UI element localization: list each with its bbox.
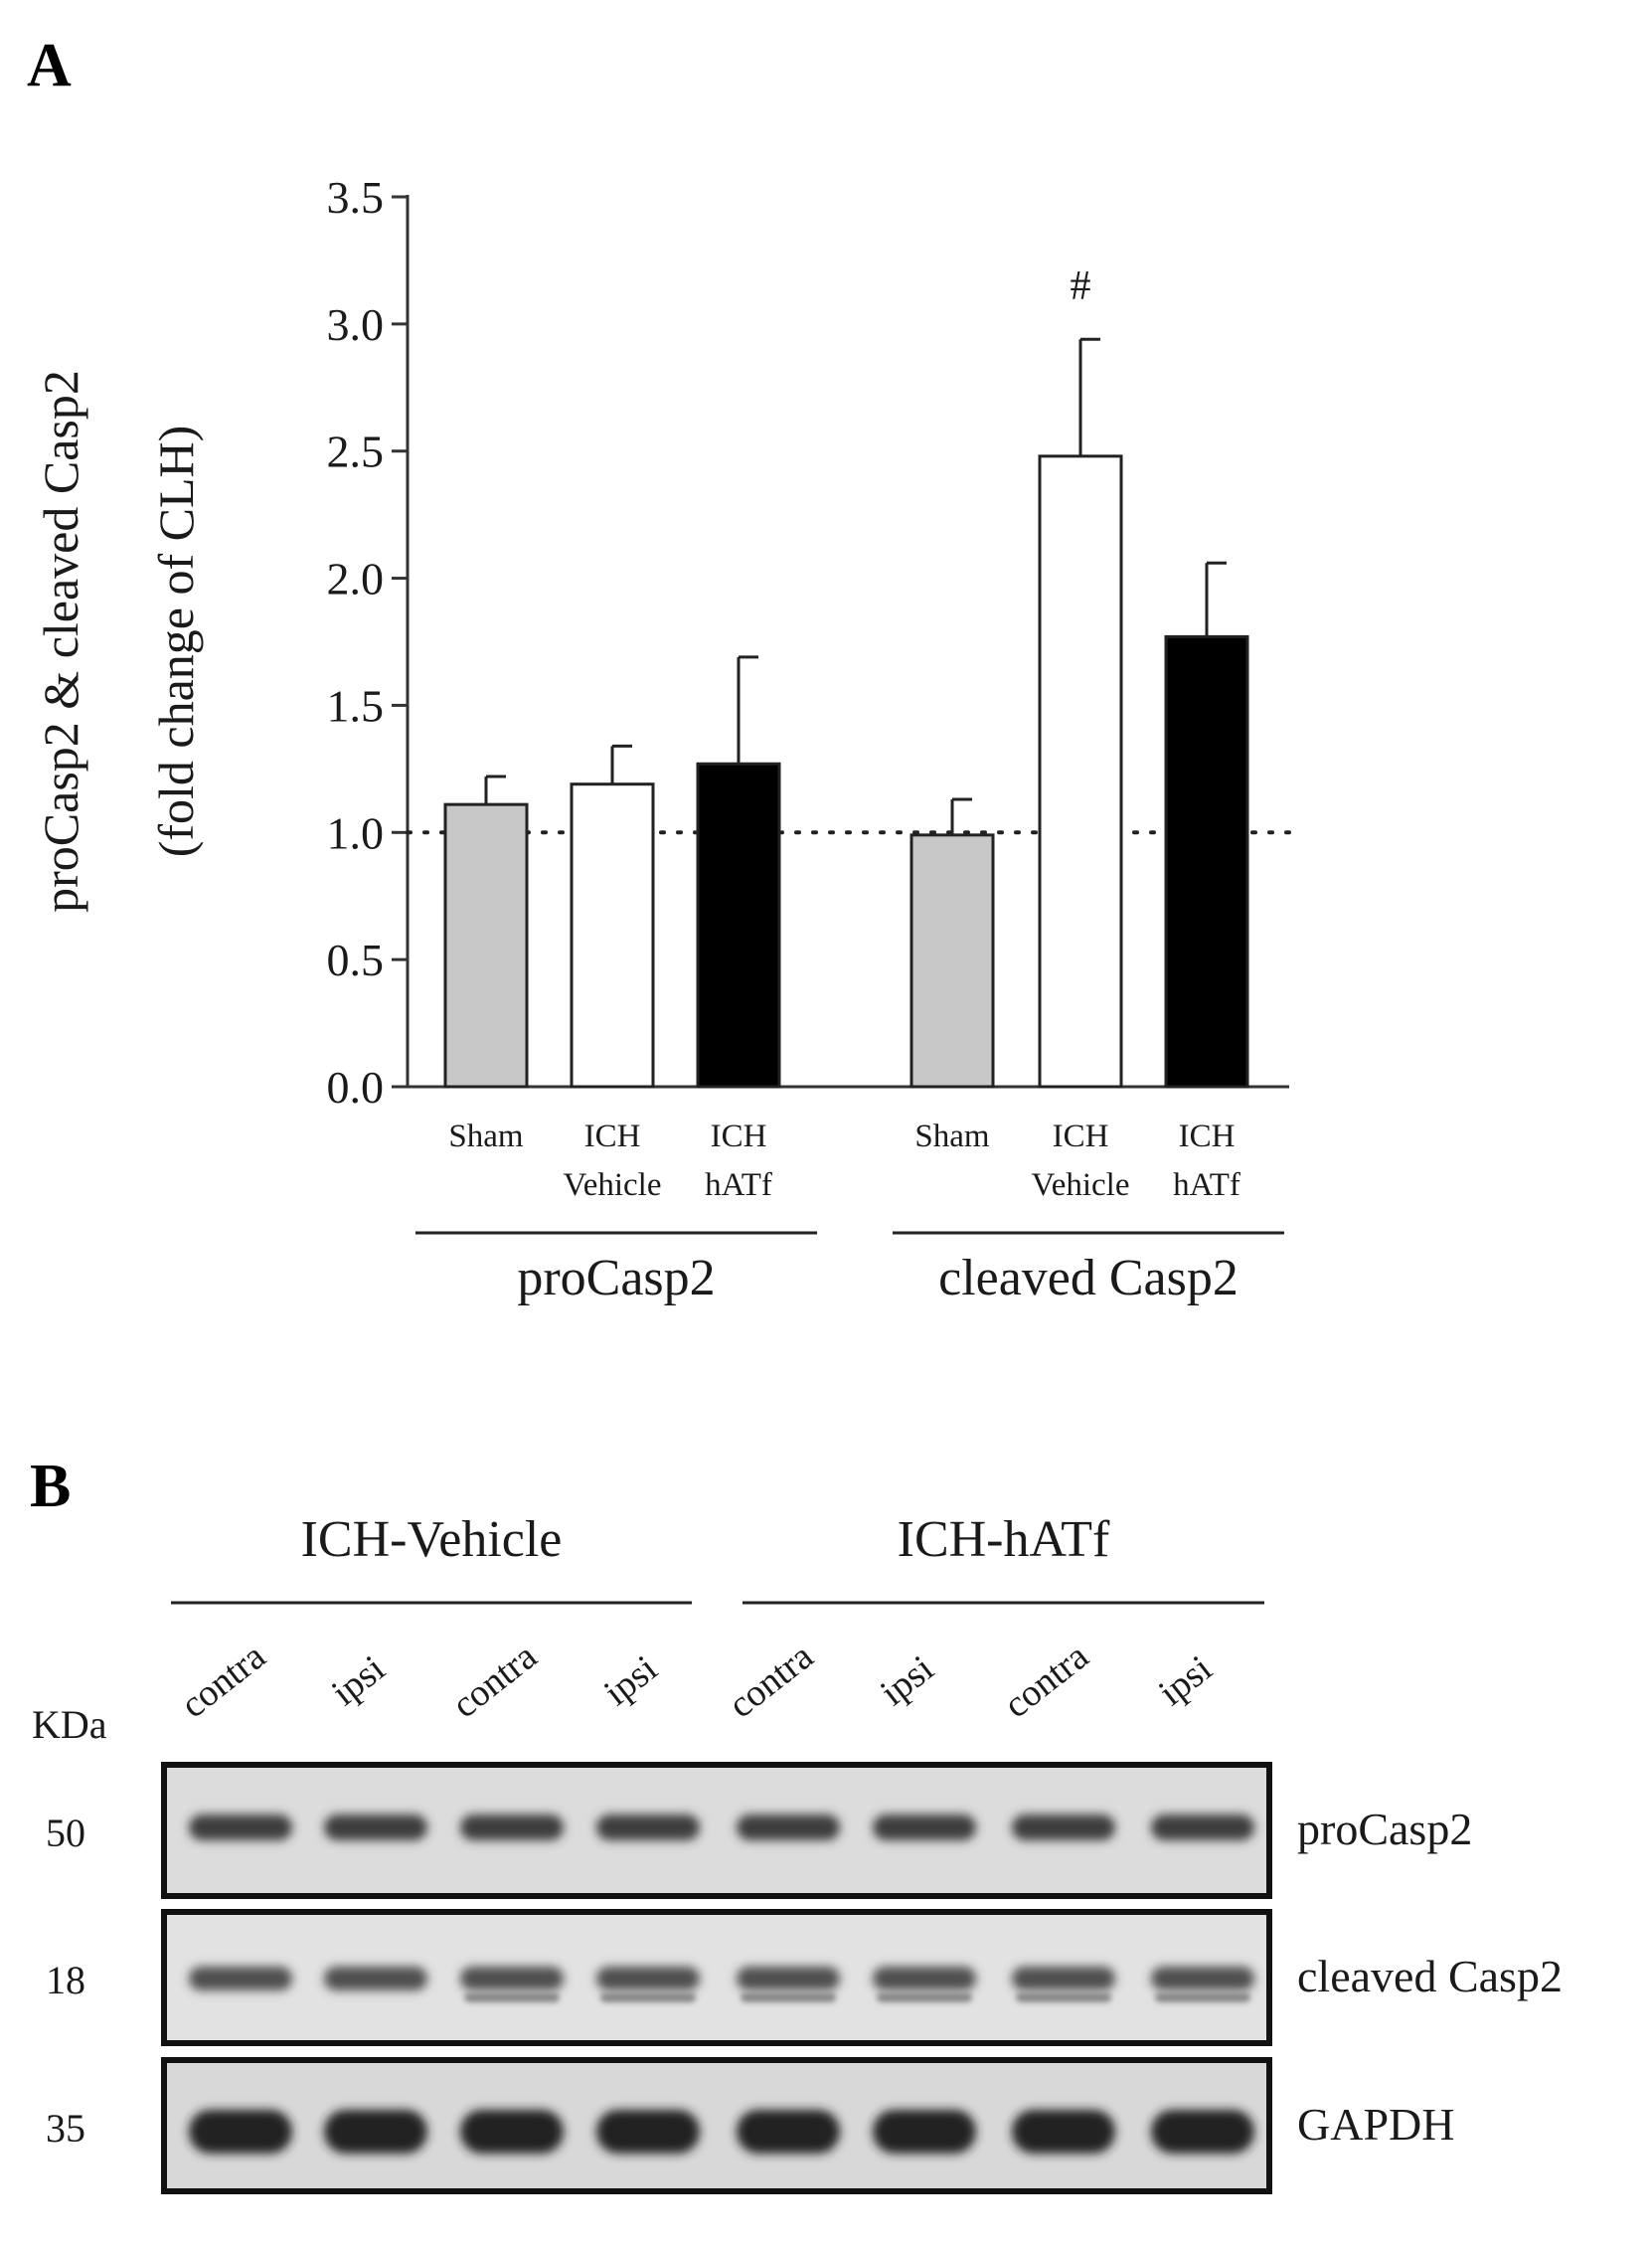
blot-band	[596, 1967, 700, 1990]
blot-frame	[161, 1762, 1272, 1899]
panel-b-letter: B	[30, 1453, 71, 1520]
blot-band	[873, 2110, 976, 2154]
bar	[696, 762, 781, 1089]
kda-marker: 50	[46, 1811, 85, 1855]
bar	[1164, 634, 1249, 1089]
blot-band	[324, 1967, 427, 1990]
blot-protein-label: GAPDH	[1297, 2099, 1454, 2150]
blot-band	[1151, 2110, 1254, 2154]
y-tick-label: 2.5	[327, 427, 385, 477]
blot-band	[189, 1967, 292, 1990]
bar	[443, 802, 529, 1089]
x-category-label: ICH	[1179, 1119, 1236, 1154]
blot-band	[737, 1967, 840, 1990]
x-category-label: ICH	[1053, 1119, 1109, 1154]
blot-strip-0	[161, 1762, 1272, 1899]
lane-label: ipsi	[1151, 1647, 1220, 1714]
x-category-label: Vehicle	[564, 1167, 662, 1203]
x-category-label: Sham	[914, 1119, 990, 1154]
blot-band	[460, 1967, 564, 1990]
panel-a-letter: A	[27, 32, 72, 99]
x-category-label: Vehicle	[1032, 1167, 1130, 1203]
y-tick-label: 1.5	[327, 680, 385, 731]
bar	[909, 833, 995, 1089]
x-category-label: ICH	[711, 1119, 767, 1154]
blot-protein-label: proCasp2	[1297, 1804, 1472, 1854]
lane-label: contra	[173, 1636, 273, 1727]
y-tick-label: 3.0	[327, 299, 385, 350]
blot-band	[324, 1814, 427, 1840]
x-category-label: hATf	[705, 1167, 772, 1203]
y-tick-label: 0.0	[327, 1062, 385, 1113]
x-category-label: Sham	[448, 1119, 524, 1154]
blot-frame	[161, 1909, 1272, 2046]
blot-band	[596, 1814, 700, 1840]
lane-label: ipsi	[873, 1647, 941, 1714]
blot-strip-1	[161, 1909, 1272, 2046]
blot-protein-label: cleaved Casp2	[1297, 1951, 1563, 2001]
blot-band-lower	[600, 1992, 696, 2002]
blot-band	[1012, 2110, 1115, 2154]
blot-band	[737, 2110, 840, 2154]
kda-header: KDa	[32, 1702, 107, 1747]
lane-label: ipsi	[324, 1647, 393, 1714]
blot-band	[1151, 1967, 1254, 1990]
group-label: cleaved Casp2	[938, 1250, 1239, 1306]
blot-strip-2	[161, 2057, 1272, 2194]
y-axis-title-line2: (fold change of CLH)	[148, 426, 204, 858]
lane-label: ipsi	[596, 1647, 665, 1714]
y-tick-label: 2.0	[327, 554, 385, 605]
blot-frame	[161, 2057, 1272, 2194]
blot-band	[460, 2110, 564, 2154]
kda-marker: 18	[46, 1958, 85, 2002]
blot-band-lower	[1016, 1992, 1111, 2002]
kda-marker: 35	[46, 2106, 85, 2151]
blot-group-label: ICH-Vehicle	[301, 1511, 563, 1568]
blot-group-label: ICH-hATf	[898, 1511, 1110, 1568]
blot-band	[1151, 1814, 1254, 1840]
blot-band	[189, 1814, 292, 1840]
blot-band	[324, 2110, 427, 2154]
group-label: proCasp2	[517, 1250, 715, 1306]
y-tick-label: 1.0	[327, 807, 385, 858]
y-tick-label: 0.5	[327, 935, 385, 985]
lane-label: contra	[996, 1636, 1096, 1727]
blot-band	[460, 1814, 564, 1840]
blot-band	[596, 2110, 700, 2154]
bar	[1038, 454, 1123, 1089]
y-axis-title-line1: proCasp2 & cleaved Casp2	[33, 370, 88, 913]
blot-band-lower	[741, 1992, 836, 2002]
blot-band	[737, 1814, 840, 1840]
lane-label: contra	[721, 1636, 821, 1727]
bar-chart: 0.0 0.5 1.0 1.5 2.0 2.5 3.0 3.5 proCasp2 & cleav…	[33, 172, 1291, 1306]
significance-annotation: #	[1071, 263, 1091, 309]
lane-label: contra	[444, 1636, 545, 1727]
x-category-label: hATf	[1173, 1167, 1240, 1203]
bar	[570, 782, 655, 1089]
blot-band-lower	[1155, 1992, 1250, 2002]
blot-band	[873, 1967, 976, 1990]
blot-band-lower	[464, 1992, 560, 2002]
blot-band-lower	[877, 1992, 972, 2002]
x-category-label: ICH	[584, 1119, 641, 1154]
blot-band	[189, 2110, 292, 2154]
blot-band	[1012, 1967, 1115, 1990]
blot-band	[873, 1814, 976, 1840]
blot-band	[1012, 1814, 1115, 1840]
y-tick-label: 3.5	[327, 172, 385, 223]
